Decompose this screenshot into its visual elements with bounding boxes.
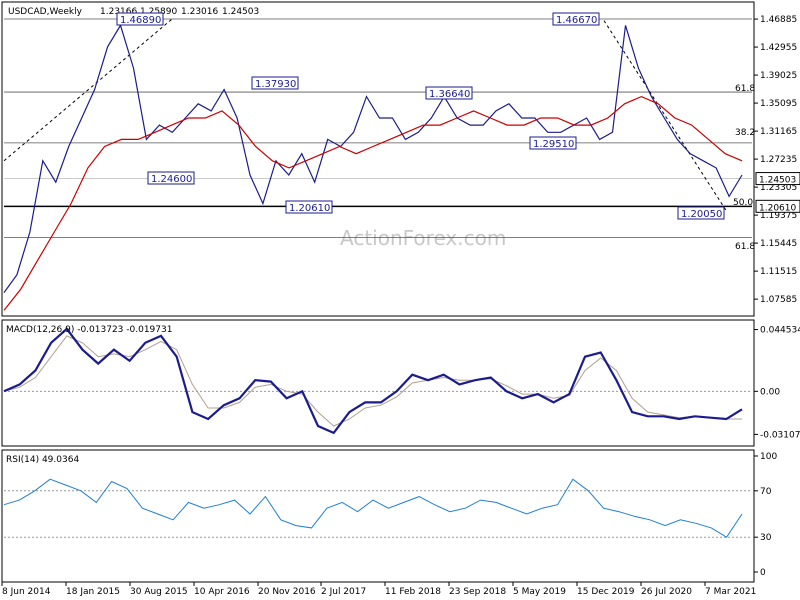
price-annotation-label: 1.20050: [681, 209, 722, 220]
x-tick-label: 26 Jul 2020: [641, 587, 692, 597]
macd-group: 0.044534 0.00 -0.031072: [3, 326, 800, 440]
rsi-y-tick-label: 70: [760, 487, 772, 497]
price-y-tick-label: 1.11515: [760, 267, 797, 277]
price-annotation-label: 1.24600: [151, 174, 192, 185]
price-y-tick-label: 1.46885: [760, 15, 797, 25]
rsi-label: RSI(14) 49.0364: [6, 455, 79, 465]
rsi-y-tick-label: 100: [760, 452, 777, 462]
price-annotation-label: 1.29510: [533, 139, 574, 150]
price-annotation-label: 1.36640: [429, 89, 470, 100]
price-annotation-box: [251, 76, 299, 90]
price-y-tick-label: 1.07585: [760, 295, 797, 305]
price-y-tick-label: 1.35095: [760, 99, 797, 109]
fib-level-label: 61.8: [735, 242, 755, 252]
price-labels: 1.46885 1.42955 1.39025 1.35095 1.31165 1.272…: [116, 12, 800, 305]
price-y-tick-label: 1.19375: [760, 211, 797, 221]
price-annotation-box: [552, 12, 600, 26]
level-price-box: [755, 199, 800, 213]
price-y-tick-label: 1.31165: [760, 127, 797, 137]
price-annotation-box: [425, 86, 473, 100]
price-annotation-box: [147, 171, 195, 185]
price-annotation-box: [285, 200, 333, 214]
ohlc-high: 1.25890: [140, 7, 177, 17]
watermark: ActionForex.com: [340, 226, 506, 250]
price-close-line: [3, 23, 743, 293]
ohlc-open: 1.23166: [100, 7, 137, 17]
price-y-tick-label: 1.27235: [760, 155, 797, 165]
price-y-tick-label: 1.15445: [760, 239, 797, 249]
price-y-tick-label: 1.23305: [760, 183, 797, 193]
price-y-tick-label: 1.42955: [760, 43, 797, 53]
fib-level-label: 61.8: [735, 84, 755, 94]
macd-y-tick-label: 0.044534: [760, 326, 800, 336]
level-price-label: 1.20610: [759, 203, 796, 213]
ohlc-close: 1.24503: [222, 7, 259, 17]
fib-level-label: 50.0: [733, 198, 753, 208]
price-annotation-label: 1.46670: [556, 15, 597, 26]
x-tick-label: 11 Feb 2018: [385, 587, 441, 597]
trendline-down: [603, 20, 727, 211]
x-tick-label: 18 Jan 2015: [66, 587, 120, 597]
chart-title: USDCAD,Weekly: [8, 7, 83, 17]
macd-line: [3, 327, 743, 435]
price-annotation-box: [677, 206, 725, 220]
rsi-y-tick-label: 30: [760, 533, 772, 543]
price-grid: [3, 18, 758, 300]
ohlc-low: 1.23016: [181, 7, 218, 17]
rsi-group: 100 70 30 0: [3, 452, 777, 578]
current-price-label: 1.24503: [759, 176, 796, 186]
macd-signal-line: [3, 335, 742, 427]
x-tick-label: 30 Aug 2015: [130, 587, 188, 597]
x-axis: 8 Jun 2014 18 Jan 2015 30 Aug 2015 10 Apr 2…: [1, 582, 756, 597]
x-tick-label: 2 Jul 2017: [321, 587, 366, 597]
x-tick-label: 5 May 2019: [513, 587, 566, 597]
macd-panel-frame: [1, 319, 755, 447]
moving-average-line: [3, 95, 743, 311]
macd-y-tick-label: 0.00: [760, 387, 780, 397]
macd-y-tick-label: -0.031072: [760, 430, 800, 440]
price-annotation-label: 1.37930: [255, 79, 296, 90]
x-tick-label: 15 Dec 2019: [577, 587, 635, 597]
rsi-line: [3, 478, 743, 538]
trendline-up: [3, 18, 173, 162]
x-tick-label: 23 Sep 2018: [449, 587, 506, 597]
macd-label: MACD(12,26,9) -0.013723 -0.019731: [6, 325, 172, 335]
x-tick-label: 7 Mar 2021: [705, 587, 756, 597]
price-y-tick-label: 1.39025: [760, 71, 797, 81]
price-annotation-box: [116, 12, 164, 26]
price-series: [3, 23, 743, 311]
x-tick-label: 8 Jun 2014: [2, 587, 51, 597]
rsi-panel-frame: [1, 449, 755, 583]
current-price-box: [755, 172, 800, 186]
fib-level-label: 38.2: [735, 128, 755, 138]
price-annotation-label: 1.46890: [120, 15, 161, 26]
x-tick-label: 20 Nov 2016: [258, 587, 316, 597]
price-annotation-box: [529, 136, 577, 150]
rsi-y-tick-label: 0: [760, 568, 766, 578]
x-tick-label: 10 Apr 2016: [194, 587, 250, 597]
price-annotation-label: 1.20610: [289, 203, 330, 214]
